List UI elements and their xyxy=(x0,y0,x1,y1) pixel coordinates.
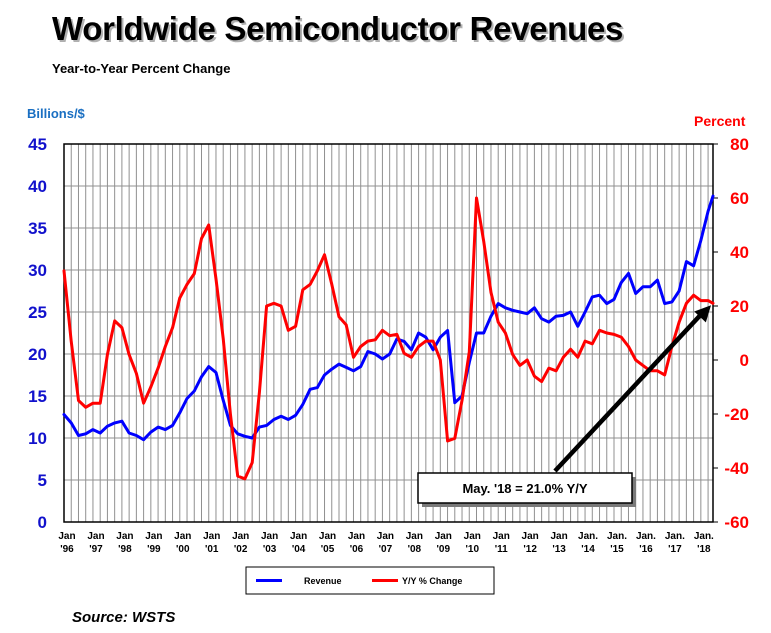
x-tick-year: '11 xyxy=(495,544,508,555)
annotation-box xyxy=(417,472,633,504)
x-tick-month: Jan xyxy=(116,531,133,542)
x-tick-year: '12 xyxy=(523,544,537,555)
x-tick-month: Jan xyxy=(203,531,220,542)
y-left-tick-label: 15 xyxy=(28,387,47,406)
legend-box xyxy=(245,566,495,595)
y-left-tick-label: 5 xyxy=(38,471,47,490)
y-left-tick-label: 35 xyxy=(28,219,47,238)
y-right-tick-label: 80 xyxy=(730,135,749,154)
y-axis-left-label: Billions/$ xyxy=(27,106,85,121)
y-right-tick-label: -20 xyxy=(724,405,749,424)
x-tick-month: Jan. xyxy=(636,531,656,542)
y-right-tick-label: 20 xyxy=(730,297,749,316)
legend: Revenue Y/Y % Change xyxy=(245,566,495,595)
y-left-tick-label: 25 xyxy=(28,303,47,322)
x-tick-year: '98 xyxy=(118,544,132,555)
chart-title: Worldwide Semiconductor Revenues xyxy=(52,10,624,47)
x-tick-year: '96 xyxy=(60,544,74,555)
y-left-tick-label: 45 xyxy=(28,135,47,154)
legend-label: Revenue xyxy=(304,576,342,586)
x-tick-month: Jan xyxy=(232,531,249,542)
x-tick-year: '07 xyxy=(379,544,393,555)
x-tick-year: '97 xyxy=(89,544,103,555)
x-tick-year: '03 xyxy=(263,544,277,555)
y-left-tick-label: 30 xyxy=(28,261,47,280)
x-tick-year: '00 xyxy=(176,544,190,555)
annotation-arrow-head xyxy=(694,305,711,323)
y-right-tick-label: 40 xyxy=(730,243,749,262)
x-tick-year: '18 xyxy=(697,544,711,555)
plot-border xyxy=(63,143,714,523)
y-axis-right-label: Percent xyxy=(694,113,746,129)
revenue-line xyxy=(62,194,715,442)
x-tick-year: '13 xyxy=(552,544,566,555)
x-tick-month: Jan xyxy=(406,531,423,542)
source-note: Source: WSTS xyxy=(72,609,176,626)
y-right-tick-label: 60 xyxy=(730,189,749,208)
x-tick-month: Jan xyxy=(174,531,191,542)
x-tick-year: '99 xyxy=(147,544,161,555)
x-tick-month: Jan xyxy=(261,531,278,542)
y-left-tick-label: 10 xyxy=(28,429,47,448)
x-tick-month: Jan. xyxy=(607,531,627,542)
legend-label: Y/Y % Change xyxy=(402,576,462,586)
annotation-label: May. '18 = 21.0% Y/Y xyxy=(462,481,587,496)
x-tick-year: '15 xyxy=(610,544,624,555)
x-tick-month: Jan xyxy=(290,531,307,542)
x-tick-year: '09 xyxy=(437,544,451,555)
annotation-arrow-shaft xyxy=(553,310,705,473)
y-right-tick-label: -60 xyxy=(724,513,749,532)
x-tick-year: '16 xyxy=(639,544,653,555)
x-tick-month: Jan xyxy=(145,531,162,542)
x-tick-month: Jan xyxy=(58,531,75,542)
x-tick-year: '17 xyxy=(668,544,682,555)
y-left-tick-label: 0 xyxy=(38,513,47,532)
x-tick-month: Jan xyxy=(87,531,104,542)
chart-subtitle: Year-to-Year Percent Change xyxy=(52,61,231,76)
x-tick-year: '08 xyxy=(408,544,422,555)
x-tick-month: Jan xyxy=(348,531,365,542)
x-tick-month: Jan xyxy=(435,531,452,542)
x-tick-year: '01 xyxy=(205,544,219,555)
x-tick-year: '04 xyxy=(292,544,306,555)
x-tick-month: Jan xyxy=(319,531,336,542)
x-tick-month: Jan xyxy=(522,531,539,542)
y-right-tick-label: -40 xyxy=(724,459,749,478)
x-tick-month: Jan xyxy=(493,531,510,542)
x-tick-year: '06 xyxy=(350,544,364,555)
y-right-tick-label: 0 xyxy=(740,351,749,370)
x-tick-month: Jan. xyxy=(578,531,598,542)
x-tick-year: '05 xyxy=(321,544,335,555)
x-tick-month: Jan xyxy=(464,531,481,542)
x-tick-month: Jan. xyxy=(665,531,685,542)
y-left-tick-label: 20 xyxy=(28,345,47,364)
x-tick-year: '14 xyxy=(581,544,595,555)
y-left-tick-label: 40 xyxy=(28,177,47,196)
vertical-grid xyxy=(70,144,709,522)
x-tick-month: Jan. xyxy=(694,531,714,542)
x-tick-month: Jan xyxy=(377,531,394,542)
yy-change-line xyxy=(62,196,715,481)
x-tick-year: '02 xyxy=(234,544,248,555)
x-tick-year: '10 xyxy=(466,544,480,555)
x-tick-month: Jan xyxy=(550,531,567,542)
